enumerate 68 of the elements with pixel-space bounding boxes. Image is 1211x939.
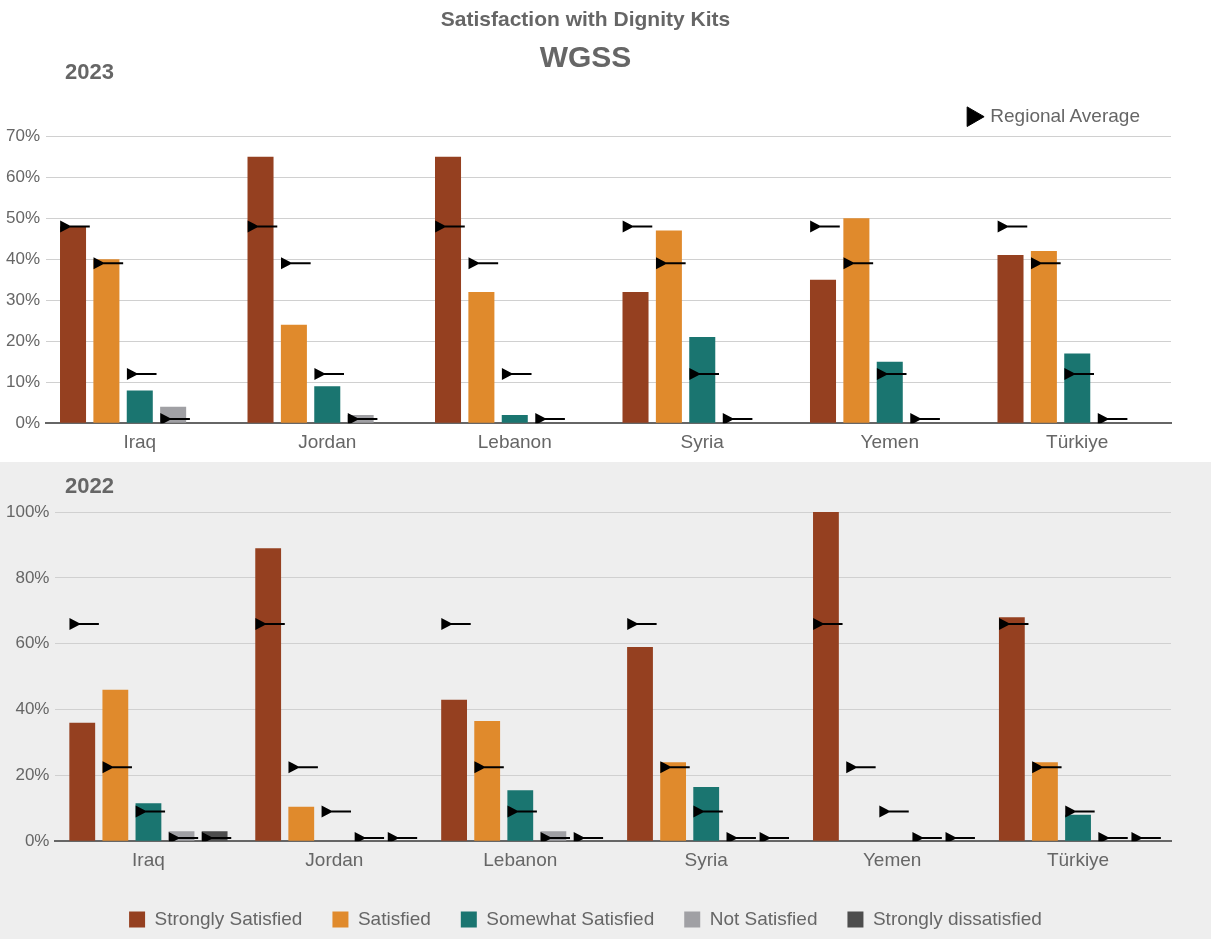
bar	[435, 156, 462, 423]
x-tick-label: Lebanon	[477, 430, 552, 452]
bar	[1064, 353, 1091, 423]
bar	[689, 337, 716, 423]
y-tick-label: 100%	[6, 501, 50, 521]
y-tick-label: 70%	[5, 125, 41, 145]
legend-label: Regional Average	[990, 104, 1140, 126]
bar	[102, 689, 129, 841]
bar	[126, 390, 153, 423]
bar	[809, 279, 837, 423]
bar	[69, 722, 96, 841]
bar	[997, 255, 1024, 423]
x-tick-label: Syria	[684, 848, 729, 870]
legend-label: Somewhat Satisfied	[486, 907, 655, 929]
x-tick-label: Lebanon	[483, 848, 558, 870]
bar	[660, 762, 687, 841]
bar	[622, 292, 649, 423]
bar	[93, 259, 120, 423]
text: 2023	[65, 59, 114, 85]
text: 2022	[65, 473, 114, 499]
chart-subtitle: WGSS	[539, 40, 632, 74]
legend-label: Strongly dissatisfied	[872, 907, 1042, 929]
x-tick-label: Jordan	[298, 430, 357, 452]
y-tick-label: 20%	[15, 765, 50, 785]
y-tick-label: 50%	[5, 207, 41, 227]
bar	[314, 386, 341, 423]
y-tick-label: 0%	[15, 412, 41, 432]
bar	[998, 617, 1025, 841]
bar	[1030, 251, 1057, 423]
bar	[468, 292, 495, 423]
bar	[441, 699, 467, 841]
x-tick-label: Yemen	[862, 848, 922, 870]
bar	[627, 646, 653, 841]
x-tick-label: Türkiye	[1046, 430, 1109, 452]
x-tick-label: Jordan	[305, 848, 364, 870]
bar	[693, 786, 720, 841]
y-tick-label: 60%	[15, 633, 50, 653]
bar	[288, 806, 315, 841]
x-tick-label: Yemen	[860, 430, 919, 452]
x-tick-label: Iraq	[123, 430, 157, 452]
y-tick-label: 80%	[15, 567, 50, 587]
y-tick-label: 40%	[5, 248, 41, 268]
bar	[1032, 762, 1058, 841]
bar	[655, 230, 682, 423]
bar	[501, 415, 528, 423]
legend-label: Not Satisfied	[709, 907, 818, 929]
chart-title: Satisfaction with Dignity Kits	[440, 7, 731, 31]
bar	[507, 790, 534, 841]
bar	[813, 512, 839, 841]
bar	[843, 218, 870, 423]
legend-label: Strongly Satisfied	[154, 907, 303, 929]
bar	[876, 361, 903, 423]
y-tick-label: 0%	[24, 830, 50, 850]
y-tick-label: 20%	[5, 330, 41, 350]
bar	[474, 721, 501, 841]
bar	[255, 548, 282, 841]
y-tick-label: 30%	[5, 289, 41, 309]
bar	[247, 156, 274, 423]
legend-label: Satisfied	[357, 907, 431, 929]
y-tick-label: 10%	[5, 371, 41, 391]
y-tick-label: 40%	[15, 699, 50, 719]
x-tick-label: Syria	[680, 430, 725, 452]
bar	[60, 226, 87, 423]
bar	[1065, 814, 1091, 841]
y-tick-label: 60%	[5, 166, 41, 186]
x-tick-label: Türkiye	[1046, 848, 1110, 870]
x-tick-label: Iraq	[132, 848, 165, 870]
bar	[280, 324, 307, 423]
